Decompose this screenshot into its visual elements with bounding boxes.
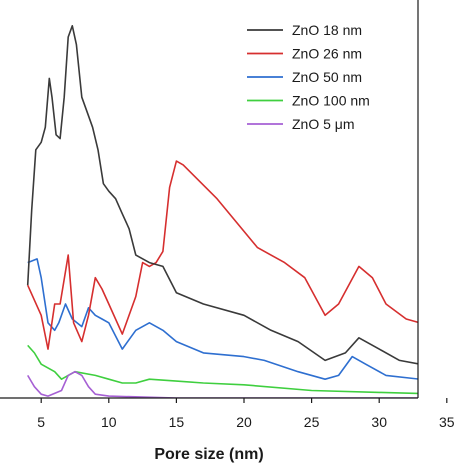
plot-area xyxy=(26,24,418,398)
series-line-4 xyxy=(27,344,418,395)
x-ticks: 5 10 15 20 25 30 35 xyxy=(37,398,455,430)
x-axis-title: Pore size (nm) xyxy=(154,446,263,463)
x-tick-label: 20 xyxy=(236,414,252,430)
legend-label-2: ZnO 26 nm xyxy=(292,46,362,62)
series-line-5 xyxy=(27,370,418,398)
x-tick-label: 30 xyxy=(371,414,387,430)
legend-label-3: ZnO 50 nm xyxy=(292,69,362,85)
x-tick-label: 5 xyxy=(37,414,45,430)
x-tick-label: 35 xyxy=(439,414,455,430)
legend-label-5: ZnO 5 μm xyxy=(292,116,355,132)
series-line-3 xyxy=(27,258,418,381)
x-tick-label: 15 xyxy=(169,414,185,430)
legend-label-1: ZnO 18 nm xyxy=(292,22,362,38)
x-axis xyxy=(0,0,419,399)
x-tick-label: 25 xyxy=(304,414,320,430)
series-line-1 xyxy=(26,24,418,365)
x-tick-label: 10 xyxy=(101,414,117,430)
legend-label-4: ZnO 100 nm xyxy=(292,93,370,109)
legend: ZnO 18 nm ZnO 26 nm ZnO 50 nm ZnO 100 nm ZnO… xyxy=(247,22,370,132)
series-line-2 xyxy=(26,160,418,350)
